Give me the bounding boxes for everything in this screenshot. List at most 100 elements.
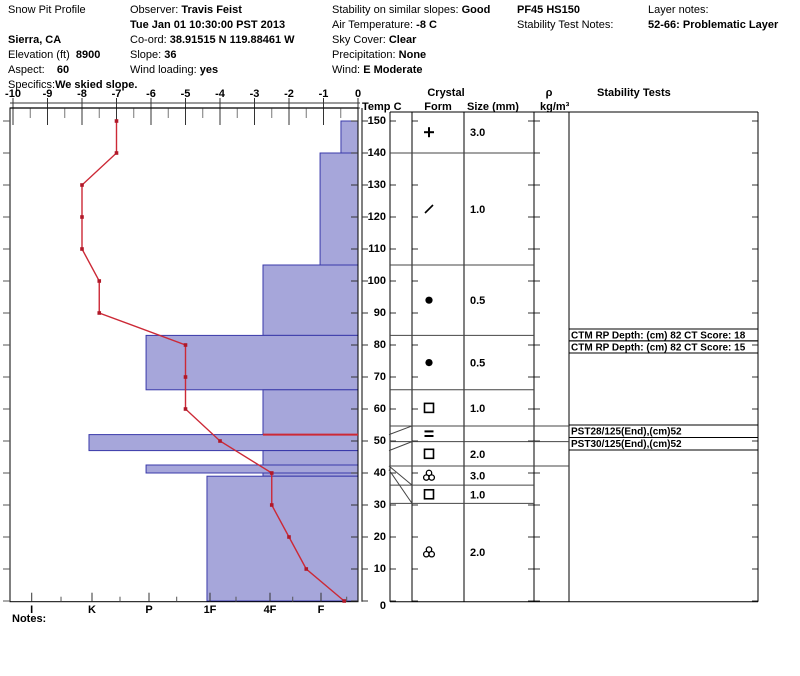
header-field: Co-ord: 38.91515 N 119.88461 W: [130, 34, 295, 47]
header-field-value: 60: [56, 64, 70, 76]
header-field: Precipitation: None: [332, 49, 426, 62]
grain-size-value: 0.5: [470, 295, 485, 307]
header-field: Air Temperature: -8 C: [332, 19, 437, 32]
temperature-point: [183, 343, 188, 347]
header-field-value: -8 C: [416, 19, 437, 31]
header-field-label: Elevation (ft): [8, 49, 76, 61]
hardness-bar: [145, 464, 359, 474]
temperature-point: [342, 599, 346, 603]
hardness-axis-tick-label: P: [145, 603, 153, 616]
header-field-label: Observer:: [130, 4, 182, 16]
temperature-point: [269, 471, 274, 475]
grain-size-value: 3.0: [470, 127, 485, 139]
temperature-point: [97, 311, 102, 315]
depth-axis-tick-label: 50: [373, 435, 386, 447]
header-field-label: Aspect:: [8, 64, 57, 76]
header-field-label: Specifics:: [8, 79, 56, 91]
temperature-point: [269, 503, 274, 507]
density-symbol-header: ρ: [545, 87, 553, 99]
depth-axis-tick-label: 90: [373, 307, 386, 319]
grain-size-value: 1.0: [470, 403, 485, 415]
hardness-axis-tick-label: F: [317, 603, 325, 616]
temperature-point: [304, 567, 309, 571]
grain-size-value: 1.0: [470, 204, 485, 216]
notes-label: Notes:: [12, 613, 47, 625]
header-field: PF45 HS150: [517, 4, 580, 17]
hardness-bar: [340, 120, 359, 154]
crystal-ice-layer-icon: [424, 435, 434, 437]
header-field: Wind: E Moderate: [332, 64, 422, 77]
header-field: Snow Pit Profile: [8, 4, 86, 17]
header-field-value: Tue Jan 01 10:30:00 PST 2013: [130, 19, 286, 31]
temperature-point: [218, 439, 222, 443]
header-field-label: Stability Test Notes:: [517, 19, 614, 31]
hardness-axis-tick-label: 4F: [263, 603, 277, 616]
header-field-value: 8900: [75, 49, 101, 61]
header-field-value: PF45 HS150: [517, 4, 580, 16]
depth-axis-tick-label: 10: [373, 563, 386, 575]
temperature-point: [114, 151, 119, 155]
header-field: Observer: Travis Feist: [130, 4, 242, 17]
depth-axis-tick-label: 80: [373, 339, 386, 351]
depth-axis-tick-label: 130: [367, 179, 386, 191]
header-field-value: None: [398, 49, 427, 61]
hardness-bar: [319, 152, 359, 266]
crystal-cluster-icon: [422, 474, 430, 481]
depth-axis-tick-label: 70: [373, 371, 386, 383]
temp-axis-tick-label: -5: [180, 88, 191, 100]
header-field-label: Snow Pit Profile: [8, 4, 86, 16]
crystal-cluster-icon: [422, 550, 430, 558]
header-field: Sierra, CA: [8, 34, 61, 47]
depth-axis-tick-label: 0: [379, 600, 386, 612]
hardness-bar: [262, 450, 359, 466]
header-field: Elevation (ft) 8900: [8, 49, 100, 62]
header-field: Tue Jan 01 10:30:00 PST 2013: [130, 19, 285, 32]
header-field-value: 52-66: Problematic Layer: [648, 19, 779, 31]
header-field: Wind loading: yes: [130, 64, 218, 77]
temperature-point: [114, 119, 119, 123]
header-field-value: 36: [164, 49, 177, 61]
leader-line: [388, 425, 413, 436]
header-field-label: Sky Cover:: [332, 34, 389, 46]
header-field-label: Co-ord:: [130, 34, 170, 46]
plot-frame: [9, 107, 359, 603]
stability-test-result: PST28/125(End),(cm)52: [571, 427, 682, 438]
header-field-label: Wind:: [332, 64, 364, 76]
temp-axis-tick-label: -8: [77, 88, 87, 100]
stability-tests-header: Stability Tests: [597, 87, 671, 99]
hardness-bar: [262, 389, 359, 436]
header-field-label: Air Temperature:: [332, 19, 417, 31]
crystal-facet-icon: [423, 488, 435, 500]
header-field-label: Slope:: [130, 49, 165, 61]
grain-size-value: 2.0: [470, 449, 485, 461]
grain-size-value: 3.0: [470, 471, 485, 483]
temperature-point: [97, 279, 102, 283]
depth-axis-tick-label: 30: [373, 499, 386, 511]
header-field-value: Clear: [388, 34, 417, 46]
leader-line: [388, 465, 413, 486]
crystal-cluster-icon: [428, 474, 436, 481]
crystal-ice-layer-icon: [424, 430, 434, 433]
temp-axis-tick-label: 0: [354, 88, 362, 100]
header-field-value: E Moderate: [363, 64, 423, 76]
depth-axis-tick-label: 110: [368, 243, 386, 255]
temperature-point: [80, 247, 84, 251]
temp-axis-tick-label: -1: [318, 88, 329, 100]
density-unit-header: kg/m³: [540, 101, 570, 113]
crystal-facet-icon: [423, 402, 435, 414]
crystal-round-grain-icon: [425, 359, 433, 367]
hardness-axis-tick-label: K: [88, 603, 96, 616]
hardness-bar: [206, 475, 359, 602]
header-field-value: Travis Feist: [181, 4, 242, 16]
header-field: 52-66: Problematic Layer: [648, 19, 778, 32]
depth-axis-tick-label: 20: [373, 531, 386, 543]
temp-axis-tick-label: -6: [146, 88, 156, 100]
depth-axis-tick-label: 60: [373, 403, 386, 415]
header-field: Stability Test Notes:: [517, 19, 613, 32]
temp-axis-tick-label: -10: [5, 88, 21, 100]
leader-line: [388, 469, 413, 504]
header-field-label: Stability on similar slopes:: [332, 4, 462, 16]
crystal-facet-icon: [423, 448, 435, 460]
